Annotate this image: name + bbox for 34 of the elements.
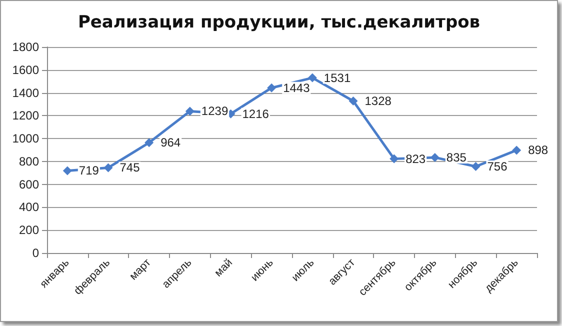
point [185, 106, 194, 116]
y-tick-label: 1400 [12, 86, 40, 100]
point [308, 73, 317, 82]
data-label: 1328 [364, 94, 392, 108]
y-tick-label: 600 [18, 177, 40, 192]
y-tick-label: 0 [32, 246, 40, 260]
y-tick-label: 1800 [12, 40, 40, 54]
y-tick-label: 1600 [12, 62, 40, 77]
data-label: 1216 [242, 106, 270, 121]
data-label: 756 [487, 159, 508, 174]
data-label: 898 [528, 143, 548, 158]
y-tick-label: 1200 [12, 108, 40, 123]
y-tick-label: 200 [18, 223, 40, 238]
data-label: 1239 [201, 104, 228, 118]
data-label: 823 [406, 152, 426, 166]
point [390, 154, 399, 164]
data-label: 745 [120, 160, 140, 175]
point [62, 166, 72, 176]
y-tick-label: 800 [18, 154, 40, 168]
point [471, 162, 480, 171]
data-label: 1443 [283, 80, 310, 95]
data-label: 835 [446, 150, 467, 164]
y-tick-label: 1000 [12, 132, 40, 146]
point [144, 138, 154, 148]
x-tick-label: май [212, 256, 235, 280]
point [267, 83, 276, 92]
point [348, 96, 358, 106]
y-tick-label: 400 [18, 200, 40, 214]
data-label: 964 [160, 136, 181, 150]
chart-title: Реализация продукции, тыс.декалитров [78, 12, 480, 32]
point [104, 163, 113, 172]
point [512, 146, 522, 155]
data-label: 719 [78, 164, 100, 178]
data-label: 1531 [324, 70, 351, 85]
